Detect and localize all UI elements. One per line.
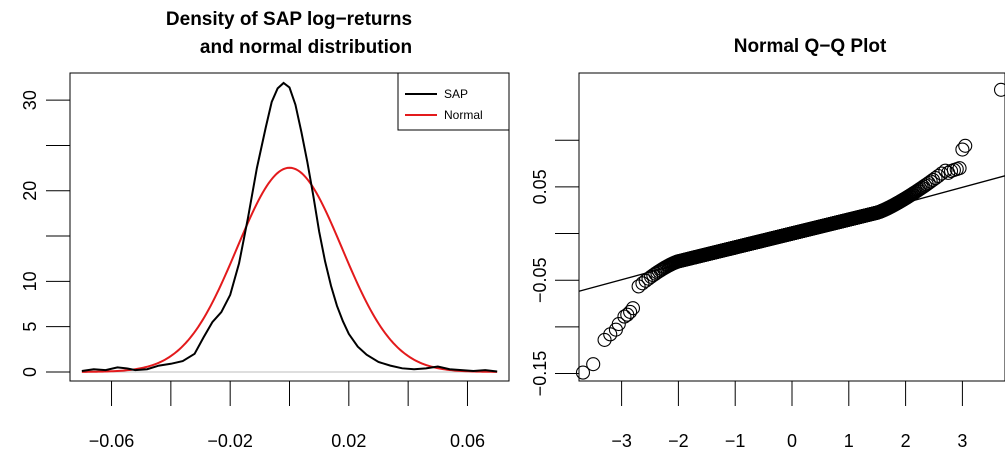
density-x-tick-label: 0.02: [331, 431, 366, 451]
density-y-tick-label: 5: [20, 322, 40, 332]
density-x-tick-label: 0.06: [450, 431, 485, 451]
qq-point: [959, 139, 972, 152]
density-title-line-1: Density of SAP log−returns: [166, 9, 412, 30]
qq-title: Normal Q−Q Plot: [734, 36, 887, 57]
qq-x-tick-label: −1: [725, 431, 746, 451]
density-x-tick-label: −0.02: [207, 431, 253, 451]
qq-point: [995, 83, 1005, 96]
qq-x-tick-label: 0: [787, 431, 797, 451]
qq-x-axis: −3 −2 −1 0 1 2 3: [611, 381, 967, 451]
density-legend: SAP Normal: [398, 73, 509, 130]
legend-label-sap: SAP: [444, 87, 468, 101]
density-title-line-2: and normal distribution: [200, 37, 412, 58]
qq-point: [956, 143, 969, 156]
qq-y-tick-label: 0.05: [530, 169, 550, 204]
qq-points: [576, 83, 1005, 379]
density-y-tick-label: 30: [20, 90, 40, 110]
qq-x-tick-label: 1: [844, 431, 854, 451]
qq-point: [598, 333, 611, 346]
qq-panel: Normal Q−Q Plot −3 −2 −1 0 1 2 3 −0.15 −0.05 0.0…: [530, 36, 1005, 451]
density-y-axis: 0 5 10 20 30: [20, 90, 70, 377]
qq-point: [587, 358, 600, 371]
qq-x-tick-label: 3: [957, 431, 967, 451]
density-x-tick-label: −0.06: [89, 431, 135, 451]
density-y-tick-label: 10: [20, 271, 40, 291]
qq-x-tick-label: −3: [611, 431, 632, 451]
density-y-tick-label: 0: [20, 367, 40, 377]
qq-y-tick-label: −0.15: [530, 351, 550, 397]
qq-y-axis: −0.15 −0.05 0.05: [530, 140, 579, 396]
qq-point: [624, 305, 637, 318]
density-x-axis: −0.06 −0.02 0.02 0.06: [89, 381, 485, 451]
legend-label-normal: Normal: [444, 108, 483, 122]
qq-x-tick-label: 2: [901, 431, 911, 451]
qq-y-tick-label: −0.05: [530, 257, 550, 303]
normal-density-line: [82, 168, 497, 372]
qq-x-tick-label: −2: [668, 431, 689, 451]
density-y-tick-label: 20: [20, 181, 40, 201]
density-panel: Density of SAP log−returns and normal di…: [20, 9, 509, 451]
